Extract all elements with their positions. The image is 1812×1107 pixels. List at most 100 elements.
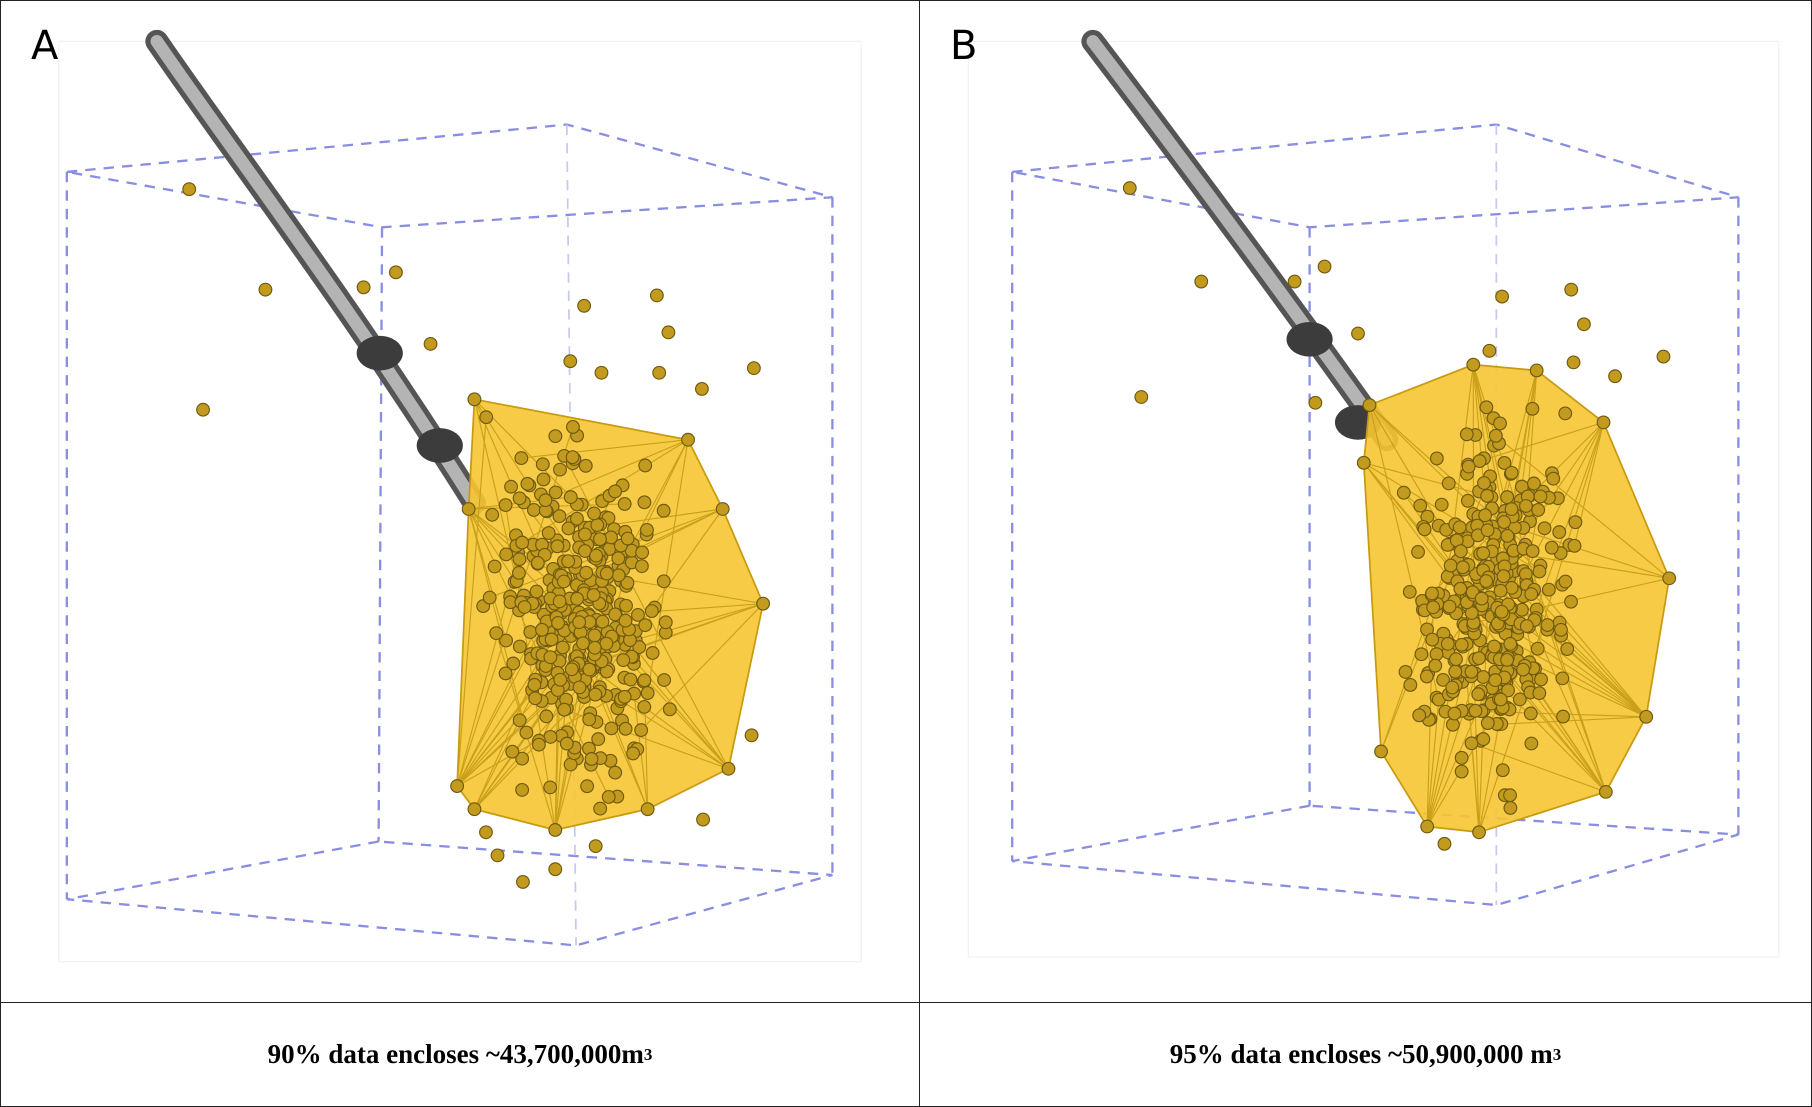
point (578, 458, 593, 473)
point (744, 728, 759, 743)
point (1414, 647, 1429, 662)
box-edge (66, 840, 833, 947)
point (617, 496, 632, 511)
hull-edge (545, 439, 689, 501)
point (1662, 571, 1677, 586)
hull-edge (456, 417, 487, 787)
point (595, 614, 610, 629)
point (658, 615, 673, 630)
point (1459, 427, 1474, 442)
point (576, 636, 590, 651)
point (1429, 647, 1444, 662)
panel-b: B (920, 1, 1811, 1003)
point (1449, 652, 1463, 667)
point (1479, 574, 1494, 588)
point (623, 672, 638, 687)
point (258, 282, 273, 297)
point (1608, 369, 1622, 384)
point (601, 790, 616, 804)
point (1532, 686, 1547, 701)
point (499, 633, 514, 648)
point (467, 802, 482, 817)
point (584, 752, 599, 766)
point (587, 628, 602, 643)
point (1454, 764, 1469, 779)
point (1478, 508, 1493, 523)
point (1519, 499, 1533, 513)
point (1453, 581, 1468, 596)
render-b (967, 29, 1780, 958)
point (1425, 632, 1440, 647)
point (1351, 326, 1365, 341)
point (617, 689, 632, 704)
point (553, 462, 567, 477)
point (1524, 587, 1539, 602)
point (515, 751, 530, 766)
box-edge (1012, 804, 1739, 907)
point (538, 493, 553, 508)
point (512, 552, 527, 567)
point (1454, 637, 1469, 652)
point (1555, 671, 1570, 686)
point (1194, 274, 1209, 289)
point (620, 531, 635, 546)
point (530, 555, 545, 570)
hull-edge (1472, 364, 1489, 531)
point (182, 182, 197, 197)
point (1503, 636, 1518, 651)
point (626, 746, 641, 761)
point (498, 666, 513, 681)
point (1428, 658, 1443, 673)
point (563, 354, 578, 369)
point (1480, 716, 1495, 730)
point (196, 402, 211, 417)
point (1531, 503, 1546, 517)
point (662, 702, 677, 717)
point (1567, 538, 1582, 553)
point (1398, 664, 1413, 679)
point (572, 615, 587, 630)
point (589, 548, 604, 563)
point (587, 640, 602, 655)
point (1396, 485, 1411, 500)
point (618, 613, 633, 628)
point (640, 686, 655, 700)
hull-edge (1510, 508, 1607, 793)
point (1440, 636, 1455, 651)
point (514, 451, 529, 466)
point (570, 591, 585, 606)
point (1472, 651, 1486, 666)
point (504, 479, 518, 494)
point (1524, 736, 1539, 751)
point (526, 503, 541, 517)
point (1476, 732, 1491, 747)
point (696, 812, 710, 827)
point (1566, 355, 1581, 370)
hull-edge (1497, 716, 1647, 725)
point (516, 874, 530, 889)
point (566, 419, 580, 434)
point (608, 607, 623, 622)
point (512, 491, 527, 506)
point (467, 392, 482, 407)
point (608, 765, 623, 780)
point (1544, 540, 1559, 555)
point (1429, 451, 1444, 466)
point (520, 476, 535, 491)
point (634, 559, 649, 574)
point (577, 298, 592, 313)
point (638, 618, 653, 633)
point (1493, 692, 1508, 707)
hull-edge (521, 439, 689, 459)
point (1480, 488, 1495, 503)
point (588, 839, 603, 854)
point (479, 410, 494, 425)
point (591, 732, 606, 747)
point (1464, 736, 1479, 751)
point (1420, 819, 1435, 834)
point (1558, 406, 1573, 421)
point (1417, 522, 1432, 537)
point (1461, 459, 1476, 474)
